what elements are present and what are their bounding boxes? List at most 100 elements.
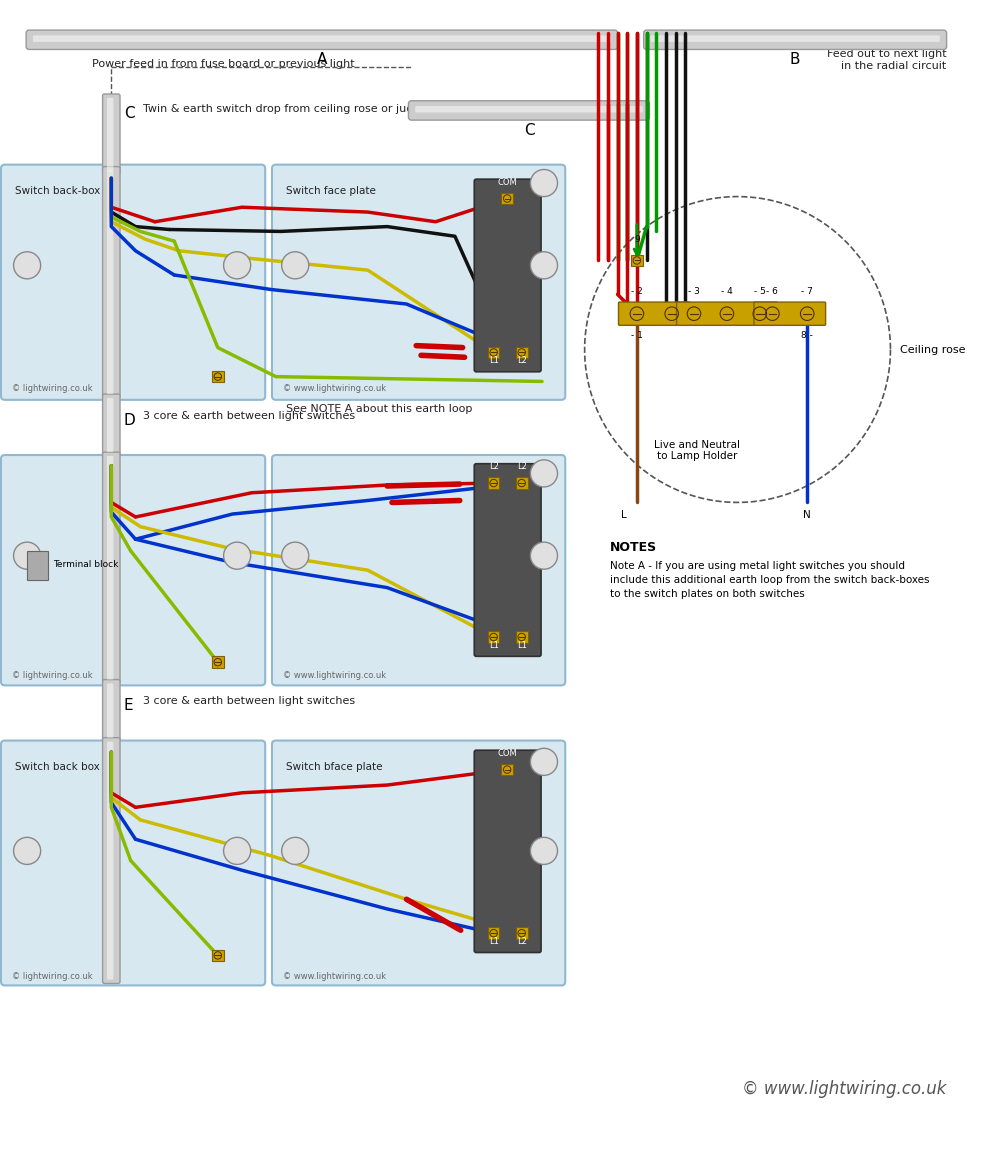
- Text: L2: L2: [517, 462, 527, 471]
- Text: Switch face plate: Switch face plate: [286, 185, 375, 196]
- Circle shape: [14, 543, 41, 569]
- Circle shape: [530, 838, 558, 864]
- Circle shape: [530, 749, 558, 775]
- Bar: [501, 764, 513, 775]
- Text: - 2: - 2: [631, 287, 643, 296]
- FancyBboxPatch shape: [1, 741, 265, 985]
- Circle shape: [224, 543, 251, 569]
- Text: B: B: [790, 52, 800, 67]
- Text: © lightwiring.co.uk: © lightwiring.co.uk: [12, 670, 92, 680]
- Circle shape: [14, 252, 41, 279]
- FancyBboxPatch shape: [107, 456, 113, 680]
- FancyBboxPatch shape: [103, 452, 120, 683]
- FancyBboxPatch shape: [650, 36, 940, 41]
- Bar: [516, 927, 528, 939]
- FancyBboxPatch shape: [415, 106, 643, 113]
- Text: L2: L2: [489, 462, 499, 471]
- Text: A: A: [317, 52, 327, 67]
- FancyBboxPatch shape: [408, 100, 649, 120]
- Text: - 1: - 1: [631, 331, 643, 340]
- FancyBboxPatch shape: [474, 180, 541, 372]
- FancyBboxPatch shape: [272, 165, 565, 400]
- Text: © www.lightwiring.co.uk: © www.lightwiring.co.uk: [742, 1079, 947, 1098]
- FancyBboxPatch shape: [26, 30, 618, 50]
- Text: C: C: [524, 123, 534, 138]
- Text: 9: 9: [634, 235, 640, 244]
- FancyBboxPatch shape: [474, 464, 541, 657]
- Text: L1: L1: [489, 641, 499, 650]
- FancyBboxPatch shape: [103, 167, 120, 397]
- Text: 3 core & earth between light switches: 3 core & earth between light switches: [143, 411, 355, 422]
- Text: Switch back-box: Switch back-box: [15, 185, 100, 196]
- FancyBboxPatch shape: [1, 455, 265, 685]
- Circle shape: [530, 460, 558, 487]
- Text: Power feed in from fuse board or previous light: Power feed in from fuse board or previou…: [92, 59, 355, 69]
- Bar: [212, 657, 224, 668]
- Bar: [488, 631, 499, 643]
- Circle shape: [224, 838, 251, 864]
- Bar: [488, 477, 499, 488]
- Text: - 7: - 7: [801, 287, 813, 296]
- FancyBboxPatch shape: [644, 30, 947, 50]
- FancyBboxPatch shape: [103, 394, 120, 456]
- Text: See NOTE A about this earth loop: See NOTE A about this earth loop: [286, 403, 472, 414]
- Text: Feed out to next light
in the radial circuit: Feed out to next light in the radial cir…: [827, 50, 947, 71]
- Text: L2: L2: [517, 937, 527, 946]
- FancyBboxPatch shape: [107, 683, 113, 737]
- Text: D: D: [124, 414, 136, 429]
- Circle shape: [14, 838, 41, 864]
- Bar: [631, 255, 643, 266]
- Bar: [212, 371, 224, 382]
- Text: © www.lightwiring.co.uk: © www.lightwiring.co.uk: [283, 670, 386, 680]
- Text: Ceiling rose: Ceiling rose: [900, 344, 966, 355]
- FancyBboxPatch shape: [103, 680, 120, 742]
- Text: L1: L1: [517, 641, 527, 650]
- Circle shape: [282, 838, 309, 864]
- Circle shape: [282, 252, 309, 279]
- FancyBboxPatch shape: [754, 302, 826, 325]
- Text: © lightwiring.co.uk: © lightwiring.co.uk: [12, 385, 92, 393]
- Circle shape: [530, 169, 558, 197]
- Text: Twin & earth switch drop from ceiling rose or juction box: Twin & earth switch drop from ceiling ro…: [143, 104, 457, 114]
- FancyBboxPatch shape: [272, 741, 565, 985]
- FancyBboxPatch shape: [1, 165, 265, 400]
- Text: - 5: - 5: [754, 287, 766, 296]
- Text: Terminal block: Terminal block: [53, 560, 119, 569]
- Text: - 3: - 3: [688, 287, 700, 296]
- Text: © www.lightwiring.co.uk: © www.lightwiring.co.uk: [283, 972, 386, 980]
- FancyBboxPatch shape: [677, 302, 777, 325]
- FancyBboxPatch shape: [474, 750, 541, 953]
- Text: N: N: [803, 510, 811, 521]
- Bar: [516, 477, 528, 488]
- FancyBboxPatch shape: [107, 98, 113, 172]
- FancyBboxPatch shape: [103, 737, 120, 984]
- Circle shape: [530, 252, 558, 279]
- Bar: [488, 347, 499, 358]
- Text: L: L: [621, 510, 627, 521]
- Text: L2: L2: [517, 356, 527, 365]
- Text: 3 core & earth between light switches: 3 core & earth between light switches: [143, 696, 355, 706]
- Text: E: E: [124, 698, 134, 713]
- FancyBboxPatch shape: [107, 742, 113, 979]
- Text: COM: COM: [497, 177, 517, 187]
- Text: NOTES: NOTES: [610, 541, 657, 554]
- Text: - 6: - 6: [766, 287, 778, 296]
- Text: Switch bface plate: Switch bface plate: [286, 761, 382, 772]
- Bar: [516, 631, 528, 643]
- Text: COM: COM: [497, 749, 517, 758]
- FancyBboxPatch shape: [618, 302, 690, 325]
- Text: © lightwiring.co.uk: © lightwiring.co.uk: [12, 972, 92, 980]
- Text: Live and Neutral
to Lamp Holder: Live and Neutral to Lamp Holder: [654, 440, 740, 461]
- Circle shape: [530, 543, 558, 569]
- Text: © www.lightwiring.co.uk: © www.lightwiring.co.uk: [283, 385, 386, 393]
- Text: Switch back box: Switch back box: [15, 761, 99, 772]
- Circle shape: [224, 252, 251, 279]
- Text: L1: L1: [489, 937, 499, 946]
- Text: L1: L1: [489, 356, 499, 365]
- Text: C: C: [124, 106, 135, 121]
- Text: Note A - If you are using metal light switches you should
include this additiona: Note A - If you are using metal light sw…: [610, 561, 929, 599]
- FancyBboxPatch shape: [33, 36, 611, 41]
- Bar: [27, 551, 48, 579]
- FancyBboxPatch shape: [272, 455, 565, 685]
- FancyBboxPatch shape: [103, 94, 120, 175]
